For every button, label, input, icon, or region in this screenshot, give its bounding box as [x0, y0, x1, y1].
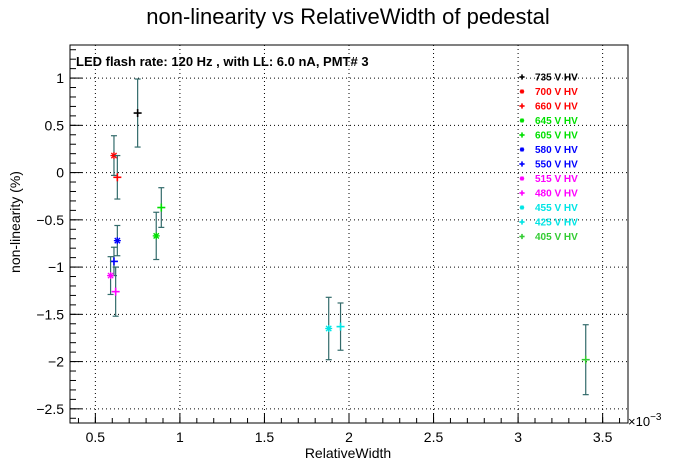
legend-entry: 455 V HV: [519, 203, 578, 214]
data-point: [110, 135, 118, 177]
legend-entry: 480 V HV: [519, 189, 578, 200]
marker-star-d2: [153, 232, 160, 239]
marker-star-d2: [107, 272, 114, 279]
legend-label: 645 V HV: [535, 116, 578, 127]
x-tick-label: 1: [176, 429, 184, 445]
legend-marker-star-d2: [519, 205, 525, 210]
marker-star-d2: [110, 152, 118, 159]
data-point: [157, 187, 166, 228]
x-tick-label: 3.5: [593, 429, 613, 445]
legend-label: 580 V HV: [535, 145, 578, 156]
data-point: [111, 266, 120, 317]
grid: [70, 45, 628, 423]
data-point: [581, 324, 590, 396]
y-tick-label: −1: [48, 259, 64, 275]
y-tick-label: −2.5: [36, 401, 64, 417]
data-points: [107, 78, 590, 396]
legend-label: 735 V HV: [535, 73, 578, 84]
legend-label: 605 V HV: [535, 131, 578, 142]
x-tick-label: 0.5: [86, 429, 106, 445]
y-tick-label: 0.5: [45, 117, 65, 133]
data-point: [113, 224, 121, 257]
legend-entry: 660 V HV: [519, 102, 578, 113]
legend: 735 V HV 700 V HV 660 V HV 645 V HV 605 V HV…: [519, 73, 578, 243]
y-tick-label: −2: [48, 354, 64, 370]
axis-ticks: 0.5 1 1.5 2 2.5 3 3.5 1 0.5 0 −0.5 −1 −1.5 −2 −2.5: [36, 49, 621, 445]
data-point: [152, 211, 160, 261]
x-tick-label: 1.5: [255, 429, 275, 445]
x-tick-label: 2: [345, 429, 353, 445]
x-axis-label: RelativeWidth: [305, 445, 391, 461]
legend-entry: 425 V HV: [519, 218, 578, 229]
y-axis-label: non-linearity (%): [7, 171, 23, 273]
legend-marker-star-d2: [519, 118, 525, 123]
legend-entry: 405 V HV: [519, 232, 578, 243]
legend-entry: 580 V HV: [519, 145, 578, 156]
y-tick-label: −1.5: [36, 306, 64, 322]
legend-label: 515 V HV: [535, 174, 578, 185]
legend-entry: 700 V HV: [519, 87, 578, 98]
legend-marker-star-d2: [519, 176, 525, 181]
legend-entry: 550 V HV: [519, 160, 578, 171]
legend-entry: 605 V HV: [519, 131, 578, 142]
legend-label: 660 V HV: [535, 102, 578, 113]
chart-title: non-linearity vs RelativeWidth of pedest…: [146, 4, 550, 29]
legend-entry: 735 V HV: [519, 73, 578, 84]
data-point: [325, 296, 333, 361]
data-point: [336, 302, 345, 351]
y-tick-label: 0: [56, 165, 64, 181]
legend-marker-star-d2: [519, 89, 525, 94]
legend-label: 405 V HV: [535, 232, 578, 243]
y-tick-label: −0.5: [36, 212, 64, 228]
y-tick-label: 1: [56, 70, 64, 86]
x-tick-label: 2.5: [424, 429, 444, 445]
legend-label: 700 V HV: [535, 87, 578, 98]
marker-star-d2: [325, 325, 332, 332]
marker-star-d2: [114, 237, 121, 244]
legend-label: 550 V HV: [535, 160, 578, 171]
legend-entry: 645 V HV: [519, 116, 578, 127]
legend-entry: 515 V HV: [519, 174, 578, 185]
data-point: [113, 154, 122, 200]
data-point: [133, 78, 142, 148]
data-point: [107, 256, 115, 296]
legend-label: 425 V HV: [535, 218, 578, 229]
legend-label: 480 V HV: [535, 189, 578, 200]
x-tick-label: 3: [514, 429, 522, 445]
x-axis-multiplier: ×10−3: [628, 412, 662, 429]
legend-label: 455 V HV: [535, 203, 578, 214]
legend-marker-star-d2: [519, 147, 525, 152]
chart-subtitle: LED flash rate: 120 Hz , with LL: 6.0 nA…: [76, 54, 369, 69]
